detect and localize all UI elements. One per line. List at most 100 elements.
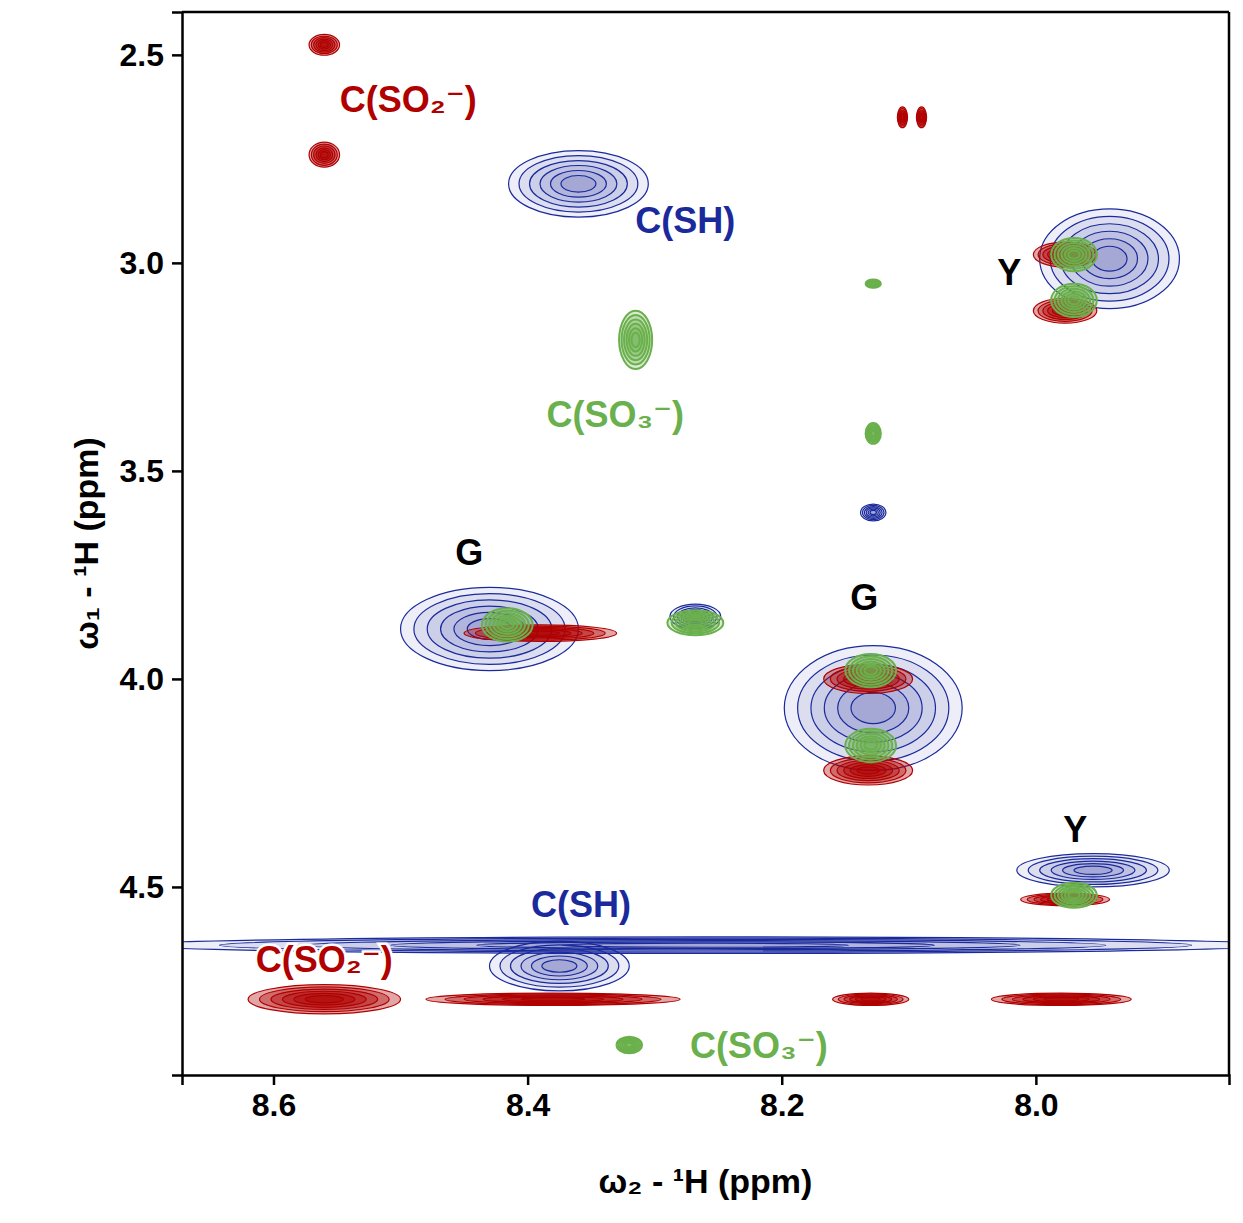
contour-level (305, 939, 1105, 951)
contour-level (1051, 238, 1097, 271)
contour-level (871, 283, 875, 285)
contour-level (309, 142, 339, 167)
contour-level (622, 1040, 636, 1049)
x-tick-label: 8.4 (506, 1087, 551, 1123)
annotations: C(SO₂⁻)C(SH)C(SO₃⁻)YGGYC(SH)C(SO₂⁻)C(SO₃… (256, 79, 1087, 1065)
y-tick-label: 4.0 (120, 661, 164, 697)
contour-level (1065, 248, 1083, 261)
contour-level (509, 151, 649, 218)
contour-level (627, 324, 645, 356)
contour-level (1055, 286, 1094, 314)
contour-level (1068, 892, 1079, 898)
contour-level (1065, 294, 1083, 307)
contour-level (1061, 245, 1086, 263)
contour-level (917, 108, 926, 126)
contour-level (1061, 888, 1086, 902)
contour-level (850, 765, 886, 777)
y-tick-mark (172, 54, 182, 57)
contour-level (1023, 996, 1100, 1003)
contour-level (870, 282, 876, 285)
contour-level (850, 996, 892, 1003)
contour-level (441, 606, 539, 652)
x-tick: 8.4 (506, 1075, 551, 1123)
contour-level (530, 161, 628, 208)
contour-level (493, 616, 521, 634)
contour-level (561, 176, 596, 193)
contour-level (294, 993, 355, 1005)
series-2 (482, 238, 1097, 1053)
y-tick-mark (172, 470, 182, 473)
y-tick: 4.5 (120, 869, 182, 905)
contour-level (502, 997, 604, 1002)
contour-level (680, 616, 711, 630)
contour-level (311, 36, 337, 54)
contour-level (899, 110, 906, 125)
contour-level (519, 156, 638, 213)
contour-level (871, 431, 875, 436)
x-tick-mark (781, 1075, 784, 1085)
x-tick-mark (527, 1075, 530, 1085)
contour-level (861, 664, 881, 677)
annotation: C(SO₂⁻) (340, 79, 477, 120)
contour-level (672, 612, 720, 633)
contour-level (916, 107, 926, 128)
contour-level (631, 333, 639, 348)
contour-level (857, 736, 885, 754)
contour-level (305, 996, 343, 1003)
contour-level (900, 113, 904, 121)
contour-level (1058, 289, 1090, 312)
contour-level (869, 281, 877, 286)
y-axis-title: ω₁ - ¹H (ppm) (67, 437, 105, 650)
contour-level (1002, 994, 1121, 1005)
peak (784, 646, 962, 771)
peak (845, 729, 896, 762)
contour-level (857, 767, 879, 774)
peak (619, 311, 652, 369)
annotation: C(SO₃⁻) (546, 394, 684, 435)
y-tick-label: 4.5 (120, 869, 164, 905)
contour-level (1068, 296, 1079, 304)
x-tick: 8.6 (252, 1075, 296, 1123)
contour-level (684, 618, 706, 628)
peaks (182, 34, 1229, 1053)
contour-level (282, 991, 366, 1007)
annotation: Y (1063, 809, 1087, 850)
x-tick-mark (1035, 1075, 1038, 1085)
contour-level (866, 508, 880, 517)
contour-level (521, 998, 585, 1001)
contour-level (845, 654, 896, 687)
contour-level (618, 1038, 640, 1052)
contour-level (626, 1043, 632, 1047)
peak (991, 993, 1131, 1005)
annotation: Y (997, 252, 1021, 293)
y-axis-line (172, 13, 183, 1076)
plot: 8.68.48.28.02.53.03.54.04.5C(SO₂⁻)C(SH)C… (120, 12, 1243, 1123)
contour-level (260, 987, 390, 1012)
peak (426, 993, 680, 1005)
contour-level (316, 39, 333, 50)
contour-level (838, 994, 903, 1005)
contour-level (676, 614, 715, 631)
contour-level (1058, 243, 1090, 266)
contour-level (667, 610, 723, 635)
peak (1017, 854, 1169, 887)
peak (1051, 284, 1097, 317)
contour-level (629, 328, 642, 351)
contour-level (849, 656, 892, 684)
contour-level (624, 1042, 634, 1049)
contour-level (919, 113, 923, 121)
contour-level (486, 611, 529, 639)
contour-level (864, 666, 877, 674)
contour-level (898, 108, 907, 126)
contour-level (862, 505, 884, 519)
contour-level (521, 952, 598, 979)
contour-level (624, 319, 647, 360)
contour-level (391, 941, 1020, 950)
contour-level (271, 989, 378, 1009)
contour-level (550, 171, 606, 198)
contour-level (868, 281, 879, 287)
contour-level (248, 985, 400, 1014)
annotation: C(SO₂⁻) (256, 939, 393, 980)
y-tick: 4.0 (120, 661, 182, 697)
contour-level (320, 42, 328, 47)
